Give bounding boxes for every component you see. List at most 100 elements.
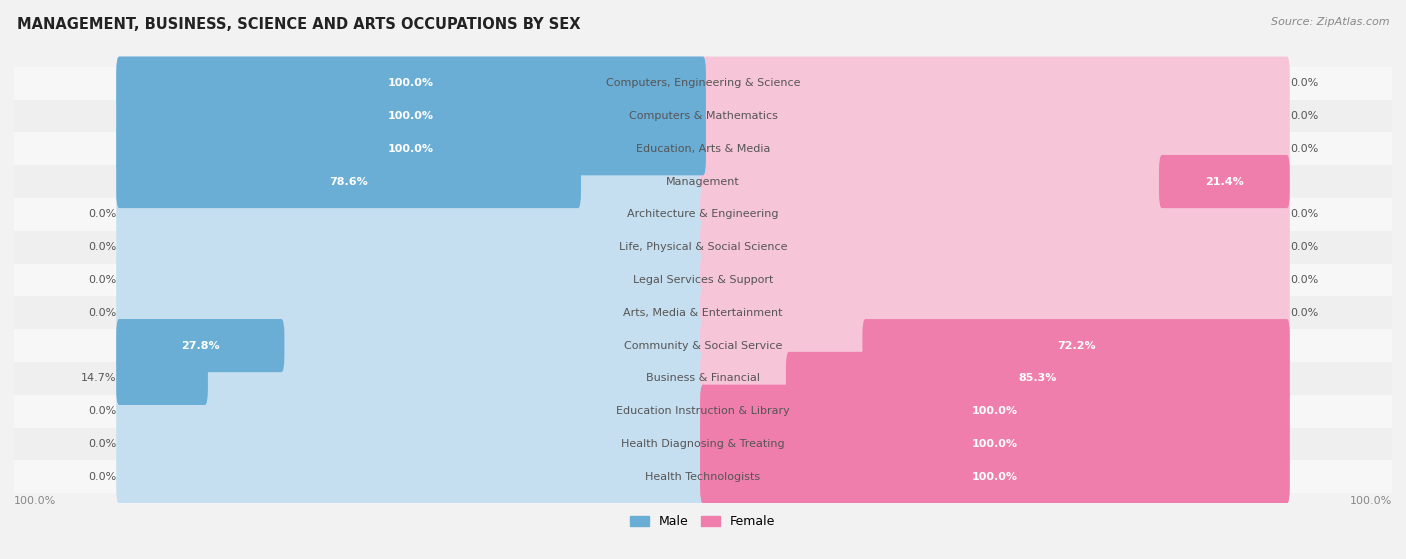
Text: 0.0%: 0.0%: [89, 406, 117, 416]
Legend: Male, Female: Male, Female: [626, 510, 780, 533]
Text: 100.0%: 100.0%: [388, 111, 434, 121]
Text: 14.7%: 14.7%: [80, 373, 117, 383]
Text: 100.0%: 100.0%: [972, 439, 1018, 449]
Text: 0.0%: 0.0%: [89, 275, 117, 285]
FancyBboxPatch shape: [14, 461, 1392, 493]
FancyBboxPatch shape: [700, 56, 1289, 110]
FancyBboxPatch shape: [862, 319, 1289, 372]
FancyBboxPatch shape: [700, 286, 1289, 339]
Text: 0.0%: 0.0%: [1289, 242, 1317, 252]
FancyBboxPatch shape: [117, 352, 706, 405]
Text: 100.0%: 100.0%: [14, 496, 56, 506]
FancyBboxPatch shape: [117, 221, 706, 274]
FancyBboxPatch shape: [14, 428, 1392, 461]
FancyBboxPatch shape: [14, 100, 1392, 132]
FancyBboxPatch shape: [14, 296, 1392, 329]
Text: 0.0%: 0.0%: [1289, 308, 1317, 318]
Text: 0.0%: 0.0%: [89, 472, 117, 482]
FancyBboxPatch shape: [117, 418, 706, 471]
Text: 0.0%: 0.0%: [1289, 78, 1317, 88]
Text: Management: Management: [666, 177, 740, 187]
FancyBboxPatch shape: [14, 264, 1392, 296]
FancyBboxPatch shape: [117, 385, 706, 438]
Text: 0.0%: 0.0%: [1289, 275, 1317, 285]
FancyBboxPatch shape: [117, 451, 706, 504]
FancyBboxPatch shape: [117, 253, 706, 306]
FancyBboxPatch shape: [700, 451, 1289, 504]
Text: 100.0%: 100.0%: [388, 144, 434, 154]
Text: Education Instruction & Library: Education Instruction & Library: [616, 406, 790, 416]
FancyBboxPatch shape: [14, 329, 1392, 362]
Text: 0.0%: 0.0%: [1289, 111, 1317, 121]
FancyBboxPatch shape: [14, 231, 1392, 264]
Text: 0.0%: 0.0%: [89, 210, 117, 219]
FancyBboxPatch shape: [14, 132, 1392, 165]
FancyBboxPatch shape: [117, 122, 706, 176]
Text: 100.0%: 100.0%: [972, 472, 1018, 482]
FancyBboxPatch shape: [700, 122, 1289, 176]
Text: 0.0%: 0.0%: [1289, 210, 1317, 219]
FancyBboxPatch shape: [1159, 155, 1289, 208]
Text: 27.8%: 27.8%: [181, 340, 219, 350]
FancyBboxPatch shape: [14, 198, 1392, 231]
FancyBboxPatch shape: [700, 418, 1289, 471]
FancyBboxPatch shape: [14, 165, 1392, 198]
Text: 0.0%: 0.0%: [89, 242, 117, 252]
Text: Health Diagnosing & Treating: Health Diagnosing & Treating: [621, 439, 785, 449]
FancyBboxPatch shape: [14, 362, 1392, 395]
Text: 100.0%: 100.0%: [1350, 496, 1392, 506]
FancyBboxPatch shape: [700, 319, 1289, 372]
FancyBboxPatch shape: [14, 67, 1392, 100]
FancyBboxPatch shape: [117, 286, 706, 339]
FancyBboxPatch shape: [117, 188, 706, 241]
FancyBboxPatch shape: [117, 56, 706, 110]
FancyBboxPatch shape: [117, 319, 284, 372]
FancyBboxPatch shape: [14, 395, 1392, 428]
FancyBboxPatch shape: [700, 188, 1289, 241]
Text: Source: ZipAtlas.com: Source: ZipAtlas.com: [1271, 17, 1389, 27]
FancyBboxPatch shape: [14, 329, 1392, 362]
Text: 21.4%: 21.4%: [1205, 177, 1244, 187]
FancyBboxPatch shape: [14, 100, 1392, 132]
Text: Architecture & Engineering: Architecture & Engineering: [627, 210, 779, 219]
FancyBboxPatch shape: [14, 165, 1392, 198]
Text: Community & Social Service: Community & Social Service: [624, 340, 782, 350]
Text: 0.0%: 0.0%: [89, 308, 117, 318]
Text: 78.6%: 78.6%: [329, 177, 368, 187]
FancyBboxPatch shape: [700, 385, 1289, 438]
Text: Life, Physical & Social Science: Life, Physical & Social Science: [619, 242, 787, 252]
FancyBboxPatch shape: [14, 461, 1392, 493]
FancyBboxPatch shape: [700, 451, 1289, 504]
FancyBboxPatch shape: [700, 253, 1289, 306]
FancyBboxPatch shape: [117, 155, 706, 208]
FancyBboxPatch shape: [14, 231, 1392, 264]
Text: 85.3%: 85.3%: [1019, 373, 1057, 383]
FancyBboxPatch shape: [14, 264, 1392, 296]
Text: 100.0%: 100.0%: [388, 78, 434, 88]
FancyBboxPatch shape: [700, 352, 1289, 405]
FancyBboxPatch shape: [14, 296, 1392, 329]
FancyBboxPatch shape: [14, 198, 1392, 231]
FancyBboxPatch shape: [700, 155, 1289, 208]
FancyBboxPatch shape: [700, 385, 1289, 438]
FancyBboxPatch shape: [786, 352, 1289, 405]
Text: Health Technologists: Health Technologists: [645, 472, 761, 482]
FancyBboxPatch shape: [14, 362, 1392, 395]
Text: Legal Services & Support: Legal Services & Support: [633, 275, 773, 285]
FancyBboxPatch shape: [117, 319, 706, 372]
Text: Computers & Mathematics: Computers & Mathematics: [628, 111, 778, 121]
Text: Education, Arts & Media: Education, Arts & Media: [636, 144, 770, 154]
FancyBboxPatch shape: [117, 122, 706, 176]
Text: 0.0%: 0.0%: [89, 439, 117, 449]
FancyBboxPatch shape: [700, 418, 1289, 471]
FancyBboxPatch shape: [117, 352, 208, 405]
FancyBboxPatch shape: [117, 155, 581, 208]
FancyBboxPatch shape: [117, 56, 706, 110]
Text: Computers, Engineering & Science: Computers, Engineering & Science: [606, 78, 800, 88]
FancyBboxPatch shape: [14, 428, 1392, 461]
FancyBboxPatch shape: [14, 132, 1392, 165]
Text: 72.2%: 72.2%: [1057, 340, 1095, 350]
FancyBboxPatch shape: [117, 89, 706, 143]
Text: Arts, Media & Entertainment: Arts, Media & Entertainment: [623, 308, 783, 318]
Text: MANAGEMENT, BUSINESS, SCIENCE AND ARTS OCCUPATIONS BY SEX: MANAGEMENT, BUSINESS, SCIENCE AND ARTS O…: [17, 17, 581, 32]
